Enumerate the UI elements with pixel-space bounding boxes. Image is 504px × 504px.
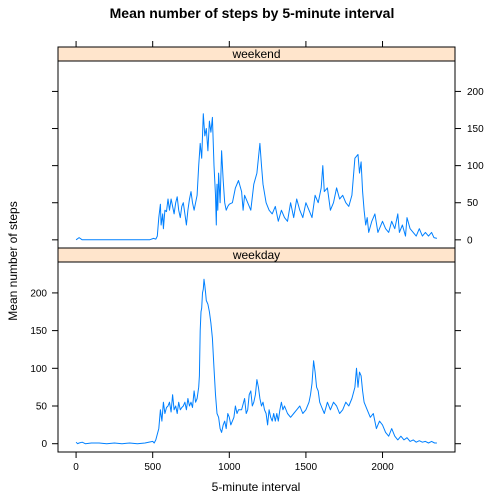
panel-frame-weekend bbox=[57, 60, 456, 249]
x-axis-label: 5-minute interval bbox=[212, 480, 301, 494]
series-line-weekend bbox=[75, 113, 438, 241]
y-tick-label-weekend-0: 0 bbox=[467, 235, 473, 246]
x-tick-label-500: 500 bbox=[144, 462, 161, 473]
chart-title: Mean number of steps by 5-minute interva… bbox=[110, 5, 395, 21]
panel-frame-weekday bbox=[57, 261, 456, 453]
strip-label-weekday: weekday bbox=[232, 248, 280, 262]
x-tick-label-1500: 1500 bbox=[295, 462, 318, 473]
y-tick-label-weekend-50: 50 bbox=[467, 198, 479, 209]
x-tick-label-2000: 2000 bbox=[371, 462, 394, 473]
y-tick-label-weekend-100: 100 bbox=[467, 161, 484, 172]
y-tick-label-weekend-150: 150 bbox=[467, 124, 484, 135]
x-tick-label-0: 0 bbox=[73, 462, 79, 473]
y-tick-label-weekday-0: 0 bbox=[41, 439, 47, 450]
x-tick-label-1000: 1000 bbox=[218, 462, 241, 473]
y-tick-label-weekend-200: 200 bbox=[467, 87, 484, 98]
series-line-weekday bbox=[75, 278, 437, 445]
y-tick-label-weekday-50: 50 bbox=[36, 402, 48, 413]
y-tick-label-weekday-200: 200 bbox=[30, 288, 47, 299]
strip-label-weekend: weekend bbox=[231, 47, 280, 61]
panel-weekend: weekend 0 50 100 150 200 bbox=[52, 41, 484, 249]
y-axis-label: Mean number of steps bbox=[6, 201, 20, 320]
y-tick-label-weekday-150: 150 bbox=[30, 326, 47, 337]
y-tick-label-weekday-100: 100 bbox=[30, 364, 47, 375]
